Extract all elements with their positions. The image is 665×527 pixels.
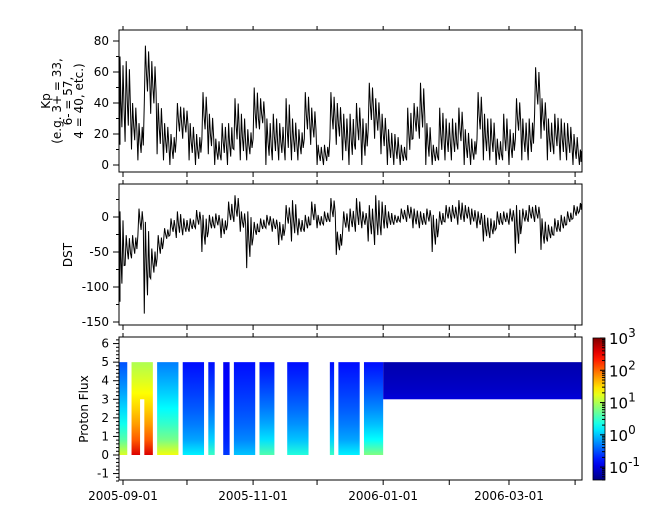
flux-interval xyxy=(208,362,215,455)
kp-panel: 0 20 40 60 80 xyxy=(94,26,583,177)
proton-flux-panel: -1 0 1 2 3 4 5 6 2005-09-01 2005-11-01 2006-01-01 2… xyxy=(88,333,583,503)
kp-label-line: Kp xyxy=(39,93,53,109)
kp-axis-label: Kp(e.g. 3+ = 33,6- = 57,4 = 40, etc.) xyxy=(39,58,86,144)
dst-series-line xyxy=(119,195,582,314)
kp-label-line: 6- = 57, xyxy=(61,77,75,126)
y-tick-label: 0 xyxy=(101,210,109,224)
colorbar: 103 102 101 100 10-1 xyxy=(592,326,640,481)
flux-gap xyxy=(140,399,145,455)
flux-interval xyxy=(259,362,275,455)
y-tick-label: 5 xyxy=(101,355,109,369)
x-tick-label: 2006-03-01 xyxy=(474,489,544,503)
y-tick-label: 20 xyxy=(94,127,109,141)
flux-interval xyxy=(223,362,230,455)
flux-interval xyxy=(287,362,309,455)
proton-flux-frame xyxy=(118,336,583,481)
colorbar-tick-label: 10-1 xyxy=(609,455,640,477)
y-tick-label: 0 xyxy=(101,158,109,172)
flux-interval xyxy=(119,362,128,455)
kp-frame xyxy=(118,29,583,173)
y-tick-label: 3 xyxy=(101,392,109,406)
colorbar-gradient xyxy=(592,337,606,481)
colorbar-tick-label: 103 xyxy=(609,326,636,348)
proton-axis-label: Proton Flux xyxy=(77,375,91,442)
y-tick-label: -1 xyxy=(97,467,109,481)
y-tick-label: 1 xyxy=(101,429,109,443)
x-tick-label: 2005-09-01 xyxy=(88,489,158,503)
y-tick-label: -150 xyxy=(82,315,109,329)
colorbar-tick-label: 100 xyxy=(609,423,636,445)
x-tick-label: 2005-11-01 xyxy=(218,489,288,503)
flux-interval xyxy=(182,362,205,455)
kp-series-line xyxy=(119,45,582,166)
flux-interval xyxy=(338,362,360,455)
y-tick-label: 4 xyxy=(101,374,109,388)
y-tick-label: -50 xyxy=(89,245,109,259)
flux-interval xyxy=(157,362,179,455)
colorbar-tick-label: 102 xyxy=(609,358,636,380)
kp-label-line: (e.g. 3+ = 33, xyxy=(50,58,64,144)
flux-interval xyxy=(363,362,384,455)
y-tick-label: 2 xyxy=(101,411,109,425)
flux-interval xyxy=(329,362,335,455)
y-tick-label: 0 xyxy=(101,448,109,462)
kp-label-line: 4 = 40, etc.) xyxy=(72,63,86,138)
y-tick-label: 6 xyxy=(101,337,109,351)
y-tick-label: 60 xyxy=(94,65,109,79)
colorbar-tick-label: 101 xyxy=(609,391,636,413)
flux-interval xyxy=(233,362,256,455)
dst-frame xyxy=(118,183,583,326)
flux-interval xyxy=(383,362,582,400)
y-tick-label: -100 xyxy=(82,280,109,294)
dst-panel: 0 -50 -100 -150 xyxy=(82,180,583,330)
x-tick-label: 2006-01-01 xyxy=(348,489,418,503)
dst-axis-label: DST xyxy=(61,242,75,267)
y-tick-label: 40 xyxy=(94,96,109,110)
y-tick-label: 80 xyxy=(94,34,109,48)
